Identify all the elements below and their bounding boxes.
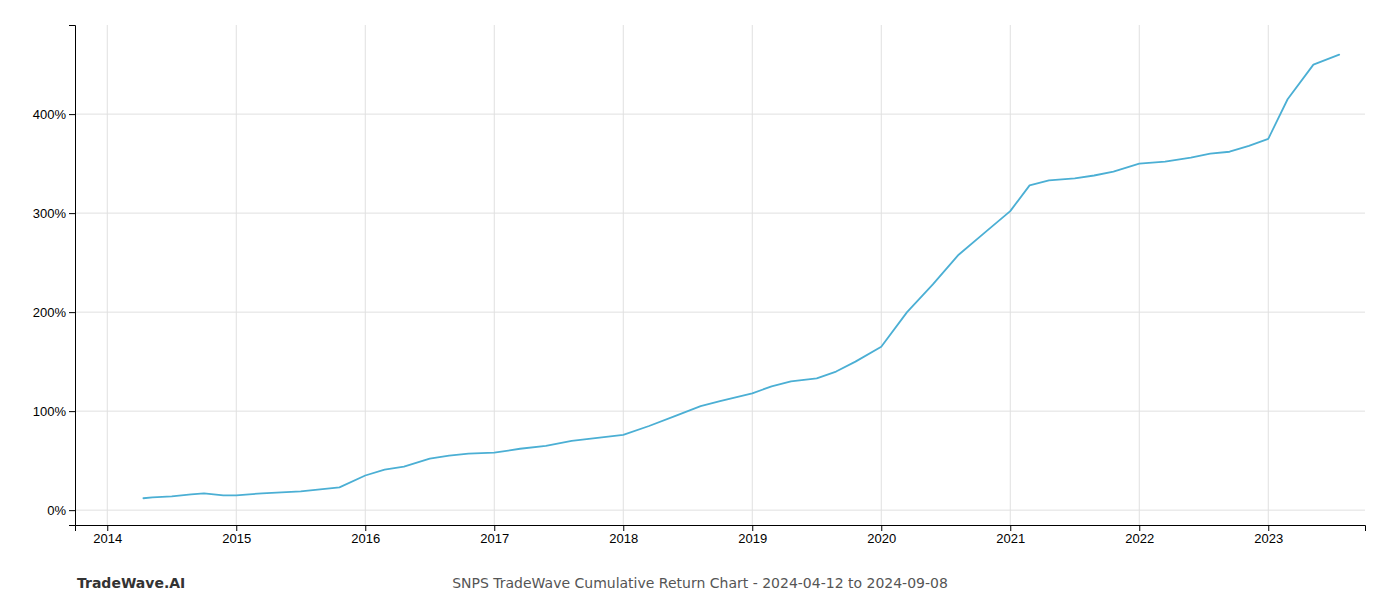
- grid-line-x: [107, 25, 108, 525]
- grid-line-x: [752, 25, 753, 525]
- x-tick: 2023: [1254, 525, 1283, 546]
- x-tick: 2014: [93, 525, 122, 546]
- x-tick: 2016: [351, 525, 380, 546]
- x-tick: 2018: [609, 525, 638, 546]
- y-tick: 400%: [33, 107, 75, 122]
- y-tick-label: 400%: [33, 107, 67, 122]
- x-tick-mark: [494, 525, 495, 531]
- y-tick-mark: [69, 510, 75, 511]
- x-tick-mark: [1010, 525, 1011, 531]
- x-tick-label: 2019: [738, 531, 767, 546]
- y-tick: 200%: [33, 305, 75, 320]
- grid-line-x: [365, 25, 366, 525]
- y-tick-mark: [69, 411, 75, 412]
- y-tick-mark: [69, 114, 75, 115]
- x-tick-label: 2021: [996, 531, 1025, 546]
- grid-line-x: [494, 25, 495, 525]
- x-tick-mark: [623, 525, 624, 531]
- x-axis-line: [76, 526, 1366, 532]
- x-tick-label: 2017: [480, 531, 509, 546]
- chart: 2014 2015 2016 2017 2018 2019 2020 2021 2022 2023…: [0, 0, 1400, 600]
- y-tick-mark: [69, 213, 75, 214]
- plot: 2014 2015 2016 2017 2018 2019 2020 2021 2022 2023…: [33, 25, 1366, 546]
- marks: [143, 55, 1339, 499]
- grid-line-x: [1268, 25, 1269, 525]
- y-axis-line: [69, 26, 76, 526]
- y-tick-label: 0%: [47, 503, 66, 518]
- x-tick-label: 2018: [609, 531, 638, 546]
- x-tick-mark: [1268, 525, 1269, 531]
- x-tick: 2019: [738, 525, 767, 546]
- grid-line-x: [236, 25, 237, 525]
- y-tick-label: 100%: [33, 404, 67, 419]
- grid-line-y: [75, 510, 1365, 511]
- x-tick-mark: [107, 525, 108, 531]
- x-tick-mark: [881, 525, 882, 531]
- grid-line-y: [75, 411, 1365, 412]
- x-tick-label: 2020: [867, 531, 896, 546]
- x-tick-mark: [752, 525, 753, 531]
- x-tick-mark: [236, 525, 237, 531]
- x-tick: 2017: [480, 525, 509, 546]
- x-tick-label: 2023: [1254, 531, 1283, 546]
- x-tick-label: 2022: [1125, 531, 1154, 546]
- x-tick-label: 2014: [93, 531, 122, 546]
- grid-line-x: [623, 25, 624, 525]
- x-tick: 2015: [222, 525, 251, 546]
- grid-line-x: [881, 25, 882, 525]
- watermark: TradeWave.AI: [77, 575, 185, 591]
- x-tick: 2022: [1125, 525, 1154, 546]
- y-tick: 100%: [33, 404, 75, 419]
- y-tick-mark: [69, 312, 75, 313]
- x-tick-mark: [1139, 525, 1140, 531]
- y-tick: 300%: [33, 206, 75, 221]
- x-tick-mark: [365, 525, 366, 531]
- x-tick-label: 2015: [222, 531, 251, 546]
- x-tick: 2021: [996, 525, 1025, 546]
- grid-line-y: [75, 312, 1365, 313]
- x-axis: 2014 2015 2016 2017 2018 2019 2020 2021 2022 2023: [76, 525, 1366, 546]
- title: SNPS TradeWave Cumulative Return Chart -…: [452, 575, 948, 591]
- x-tick: 2020: [867, 525, 896, 546]
- y-tick-label: 300%: [33, 206, 67, 221]
- x-tick-label: 2016: [351, 531, 380, 546]
- y-tick-label: 200%: [33, 305, 67, 320]
- y-tick: 0%: [47, 503, 75, 518]
- grid-line-x: [1010, 25, 1011, 525]
- grid-line-x: [1139, 25, 1140, 525]
- grid-line-y: [75, 114, 1365, 115]
- line: [143, 55, 1339, 499]
- y-axis: 0% 100% 200% 300% 400%: [33, 26, 76, 526]
- grid-line-y: [75, 213, 1365, 214]
- grid: [75, 25, 1365, 525]
